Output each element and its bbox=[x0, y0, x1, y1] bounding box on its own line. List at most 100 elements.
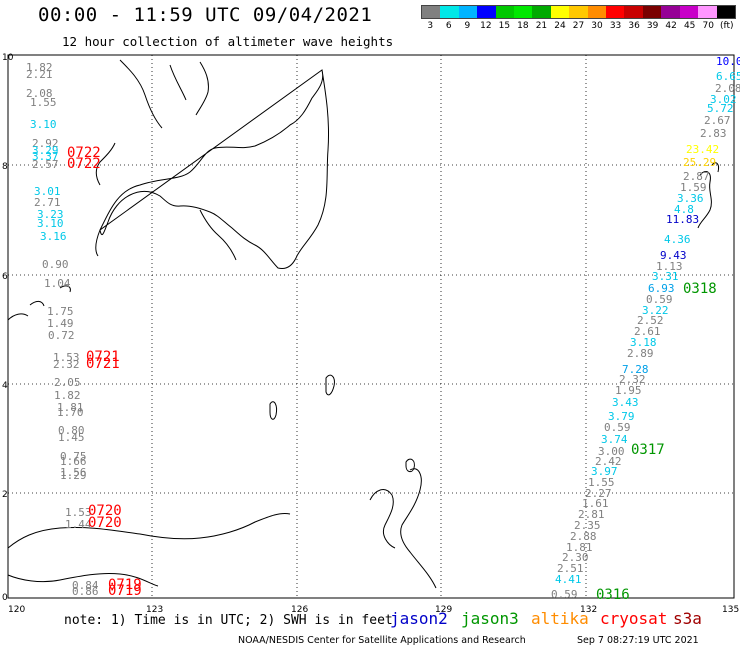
swh-value: 2.83 bbox=[700, 127, 727, 140]
mindanao-coastline bbox=[99, 69, 330, 269]
legend-jason2: jason2 bbox=[390, 609, 448, 628]
swh-value: 4.8 bbox=[674, 203, 694, 216]
colorbar-swatch bbox=[569, 6, 588, 18]
swh-value: 4.41 bbox=[555, 573, 582, 586]
colorbar-labels: 3 6 9 12 15 18 21 24 27 30 33 36 39 42 45 70 (ft) bbox=[421, 21, 736, 33]
colorbar-label: 42 bbox=[665, 21, 677, 31]
cryosat-pass-time: 0720 bbox=[88, 515, 122, 531]
swh-value: 0.59 bbox=[646, 293, 673, 306]
swh-value: 3.01 bbox=[34, 185, 61, 198]
eastern-islands bbox=[697, 162, 719, 229]
swh-value: 0.90 bbox=[42, 258, 69, 271]
sangihe-island bbox=[269, 401, 277, 420]
swh-value: 2.32 bbox=[619, 373, 646, 386]
swh-value: 2.27 bbox=[585, 487, 612, 500]
swh-value: 2.05 bbox=[54, 376, 81, 389]
swh-value: 1.55 bbox=[588, 476, 615, 489]
swh-value: 9.43 bbox=[660, 249, 687, 262]
swh-value: 3.29 bbox=[32, 144, 59, 157]
swh-value: 0.75 bbox=[60, 450, 87, 463]
axis-ticks: 120 123 126 129 132 135 10 8 6 4 2 0 bbox=[2, 53, 739, 615]
swh-value: 0.59 bbox=[604, 421, 631, 434]
colorbar-label: 21 bbox=[535, 21, 548, 31]
swh-value: 2.08 bbox=[715, 82, 740, 95]
colorbar-label: 9 bbox=[464, 21, 471, 31]
swh-value: 1.56 bbox=[60, 466, 87, 479]
colorbar-swatch bbox=[661, 6, 680, 18]
map-frame bbox=[7, 54, 735, 599]
swh-value: 3.37 bbox=[32, 150, 59, 163]
swh-value: 0.59 bbox=[551, 588, 578, 601]
colorbar-label: 30 bbox=[591, 21, 603, 31]
colorbar-swatch bbox=[679, 6, 699, 18]
swh-value: 1.44 bbox=[65, 518, 92, 531]
swh-value: 2.57 bbox=[32, 158, 59, 171]
swh-value: 1.53 bbox=[53, 351, 80, 364]
mindanao-gulf-coastline bbox=[199, 209, 237, 261]
jason3-pass-time: 0317 bbox=[631, 442, 665, 458]
swh-value: 2.61 bbox=[634, 325, 661, 338]
footer-credit: NOAA/NESDIS Center for Satellite Applica… bbox=[238, 635, 526, 646]
swh-value: 3.79 bbox=[608, 410, 635, 423]
swh-value: 1.55 bbox=[30, 96, 57, 109]
colorbar-swatch bbox=[698, 6, 717, 18]
swh-value: 3.36 bbox=[677, 192, 704, 205]
colorbar-swatch bbox=[624, 6, 643, 18]
colorbar-label: 15 bbox=[498, 21, 511, 31]
swh-value: 2.08 bbox=[26, 87, 53, 100]
colorbar-swatch bbox=[532, 6, 551, 18]
colorbar-swatch bbox=[587, 6, 607, 18]
swh-value: 2.71 bbox=[34, 196, 61, 209]
swh-value: 6.65 bbox=[716, 70, 740, 83]
swh-value: 3.97 bbox=[591, 465, 618, 478]
swh-value: 2.30 bbox=[562, 551, 589, 564]
lat-tick: 10 bbox=[2, 53, 14, 63]
legend-s3a: s3a bbox=[673, 609, 702, 628]
colorbar-label: 6 bbox=[445, 21, 452, 31]
zamboanga-coastline bbox=[95, 142, 116, 257]
colorbar-label: 45 bbox=[683, 21, 696, 31]
legend-cryosat: cryosat bbox=[600, 609, 668, 628]
colorbar-label: 18 bbox=[517, 21, 529, 31]
lat-tick: 2 bbox=[2, 490, 8, 500]
swh-value: 3.43 bbox=[612, 396, 639, 409]
grid-lines bbox=[8, 55, 734, 598]
swh-value: 23.42 bbox=[686, 143, 720, 156]
jason3-pass-time: 0316 bbox=[596, 587, 630, 603]
swh-value: 1.53 bbox=[65, 506, 92, 519]
swh-value: 0.72 bbox=[48, 329, 75, 342]
colorbar-label: 70 bbox=[702, 21, 714, 31]
colorbar-swatch bbox=[477, 6, 496, 18]
swh-value: 10.0 bbox=[716, 55, 740, 68]
colorbar-label: 39 bbox=[646, 21, 659, 31]
colorbar-label: 33 bbox=[609, 21, 622, 31]
swh-value: 2.81 bbox=[578, 508, 605, 521]
swh-value: 3.00 bbox=[598, 445, 625, 458]
swh-value: 1.29 bbox=[60, 469, 87, 482]
lon-tick: 129 bbox=[435, 605, 452, 615]
swh-value: 2.87 bbox=[683, 170, 710, 183]
cryosat-pass-time: 0721 bbox=[86, 356, 120, 372]
swh-value: 2.52 bbox=[637, 314, 664, 327]
swh-value: 3.10 bbox=[37, 217, 64, 230]
swh-value: 3.10 bbox=[30, 118, 57, 131]
colorbar-swatch bbox=[642, 6, 662, 18]
halmahera-coastline bbox=[369, 468, 437, 589]
sulu-archipelago bbox=[7, 285, 71, 321]
colorbar-swatch bbox=[422, 6, 441, 18]
colorbar-label: 12 bbox=[480, 21, 492, 31]
chart-title: 00:00 - 11:59 UTC 09/04/2021 bbox=[38, 4, 373, 26]
cryosat-pass-time: 0719 bbox=[108, 577, 142, 593]
swh-value: 1.82 bbox=[54, 389, 81, 402]
lat-tick: 4 bbox=[2, 381, 8, 391]
swh-value: 1.04 bbox=[44, 277, 71, 290]
swh-value: 3.74 bbox=[601, 433, 628, 446]
legend-jason3: jason3 bbox=[461, 609, 519, 628]
morotai-island bbox=[405, 458, 415, 473]
swh-value: 2.32 bbox=[53, 358, 80, 371]
footer-timestamp: Sep 7 08:27:19 UTC 2021 bbox=[577, 635, 699, 646]
swh-value: 1.49 bbox=[47, 317, 74, 330]
lon-tick: 132 bbox=[580, 605, 597, 615]
swh-value: 0.84 bbox=[72, 579, 99, 592]
cryosat-pass-time: 0722 bbox=[67, 145, 101, 161]
